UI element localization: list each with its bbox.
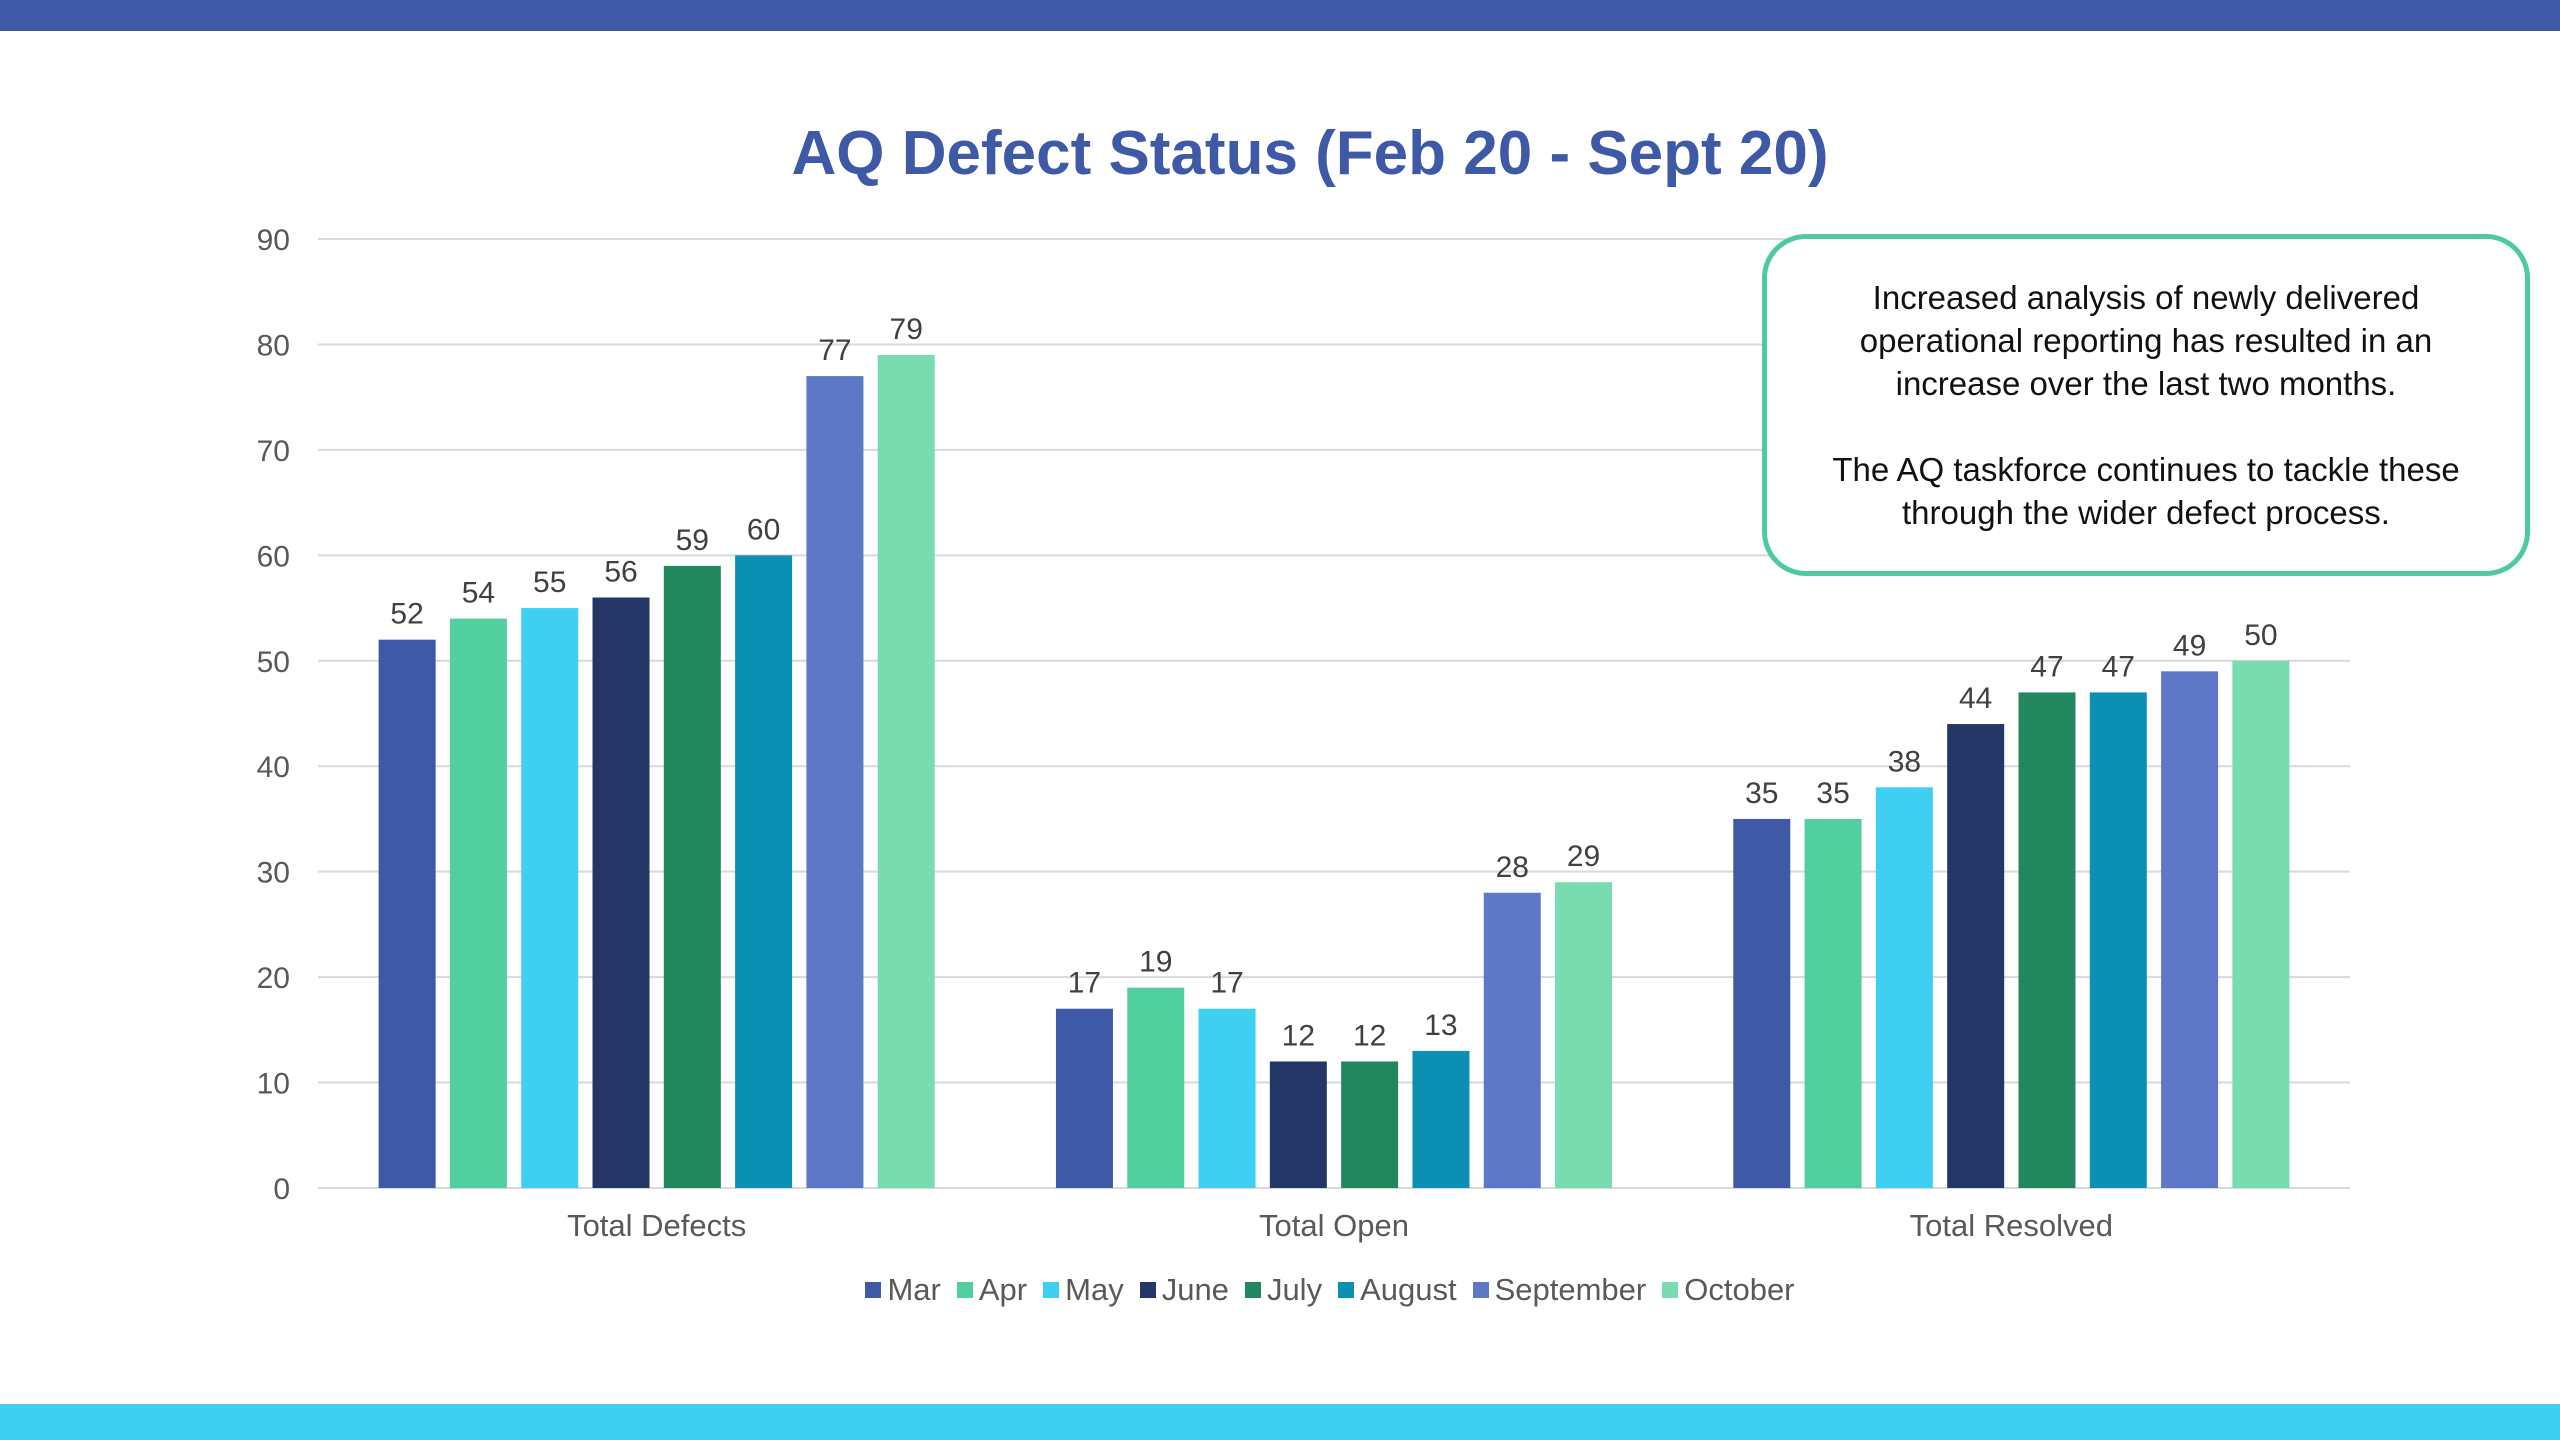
y-tick-label: 80 [257, 329, 290, 362]
bar [663, 565, 721, 1188]
legend-label: Mar [887, 1272, 941, 1307]
bar [1198, 1008, 1256, 1188]
bar [1483, 892, 1541, 1188]
data-label: 50 [2244, 619, 2277, 652]
y-tick-label: 30 [257, 857, 290, 890]
y-tick-label: 60 [257, 540, 290, 573]
bar [1875, 787, 1933, 1188]
y-tick-label: 90 [257, 224, 290, 257]
legend-swatch [956, 1282, 973, 1298]
annotation-paragraph-2: The AQ taskforce continues to tackle the… [1832, 451, 2460, 531]
data-label: 29 [1567, 840, 1600, 873]
category-label: Total Resolved [1910, 1208, 2113, 1243]
bar [1127, 987, 1185, 1188]
bar [2232, 660, 2290, 1188]
data-label: 52 [390, 598, 423, 631]
bar [1947, 724, 2005, 1188]
bar [1555, 882, 1613, 1188]
legend-item: August [1338, 1272, 1457, 1308]
legend-label: Apr [978, 1272, 1028, 1307]
bar [806, 376, 864, 1189]
data-label: 12 [1353, 1019, 1386, 1052]
data-label: 35 [1745, 777, 1778, 810]
y-tick-label: 50 [257, 646, 290, 679]
category-label: Total Defects [567, 1208, 746, 1243]
category-label: Total Open [1259, 1208, 1409, 1243]
legend-item: September [1472, 1272, 1647, 1308]
data-label: 28 [1496, 851, 1529, 884]
y-tick-label: 20 [257, 962, 290, 995]
bar [521, 608, 579, 1188]
data-label: 44 [1959, 682, 1992, 715]
legend-swatch [1338, 1282, 1355, 1298]
legend-label: May [1065, 1272, 1124, 1307]
legend-label: September [1494, 1272, 1647, 1307]
bar [1341, 1061, 1399, 1188]
legend-swatch [1043, 1282, 1060, 1298]
bar [1269, 1061, 1327, 1188]
legend-swatch [1472, 1282, 1489, 1298]
data-label: 12 [1282, 1019, 1315, 1052]
data-label: 19 [1139, 946, 1172, 979]
legend-label: October [1684, 1272, 1795, 1307]
data-label: 60 [747, 513, 780, 546]
bar [592, 597, 650, 1188]
legend-label: August [1360, 1272, 1457, 1307]
data-label: 59 [676, 524, 709, 557]
data-label: 77 [818, 334, 851, 367]
bar [1055, 1008, 1113, 1188]
y-tick-label: 10 [257, 1068, 290, 1101]
bar [449, 618, 507, 1188]
y-tick-label: 0 [273, 1173, 290, 1206]
chart-title: AQ Defect Status (Feb 20 - Sept 20) [791, 119, 1829, 188]
legend-label: June [1161, 1272, 1229, 1307]
data-label: 47 [2102, 650, 2135, 683]
legend-item: May [1043, 1272, 1124, 1308]
data-label: 54 [462, 577, 495, 610]
legend-item: October [1662, 1272, 1795, 1308]
legend-swatch [1662, 1282, 1679, 1298]
chart-legend: Mar Apr May June July August September October [0, 1272, 2560, 1308]
bar [2161, 671, 2219, 1188]
data-label: 56 [604, 556, 637, 589]
legend-item: July [1244, 1272, 1323, 1308]
data-label: 38 [1888, 745, 1921, 778]
data-label: 17 [1210, 967, 1243, 1000]
top-accent-bar [0, 0, 2560, 31]
data-label: 35 [1816, 777, 1849, 810]
bar [1733, 818, 1791, 1188]
bar [877, 354, 935, 1188]
data-label: 79 [890, 313, 923, 346]
annotation-paragraph-1: Increased analysis of newly delivered op… [1859, 279, 2433, 402]
legend-swatch [1244, 1282, 1261, 1298]
bar [1412, 1050, 1470, 1188]
data-label: 13 [1424, 1009, 1457, 1042]
data-label: 49 [2173, 629, 2206, 662]
legend-item: Mar [865, 1272, 941, 1308]
bar [2089, 692, 2147, 1188]
legend-swatch [865, 1282, 882, 1298]
legend-item: Apr [956, 1272, 1028, 1308]
legend-item: June [1139, 1272, 1229, 1308]
legend-label: July [1266, 1272, 1323, 1307]
bar [1804, 818, 1862, 1188]
annotation-callout: Increased analysis of newly delivered op… [1762, 234, 2530, 576]
legend-swatch [1139, 1282, 1156, 1298]
y-tick-label: 40 [257, 751, 290, 784]
bar [2018, 692, 2076, 1188]
data-label: 17 [1068, 967, 1101, 1000]
data-label: 47 [2030, 650, 2063, 683]
bar [735, 555, 793, 1188]
data-label: 55 [533, 566, 566, 599]
y-tick-label: 70 [257, 435, 290, 468]
bar [378, 639, 436, 1188]
bottom-accent-bar [0, 1404, 2560, 1440]
